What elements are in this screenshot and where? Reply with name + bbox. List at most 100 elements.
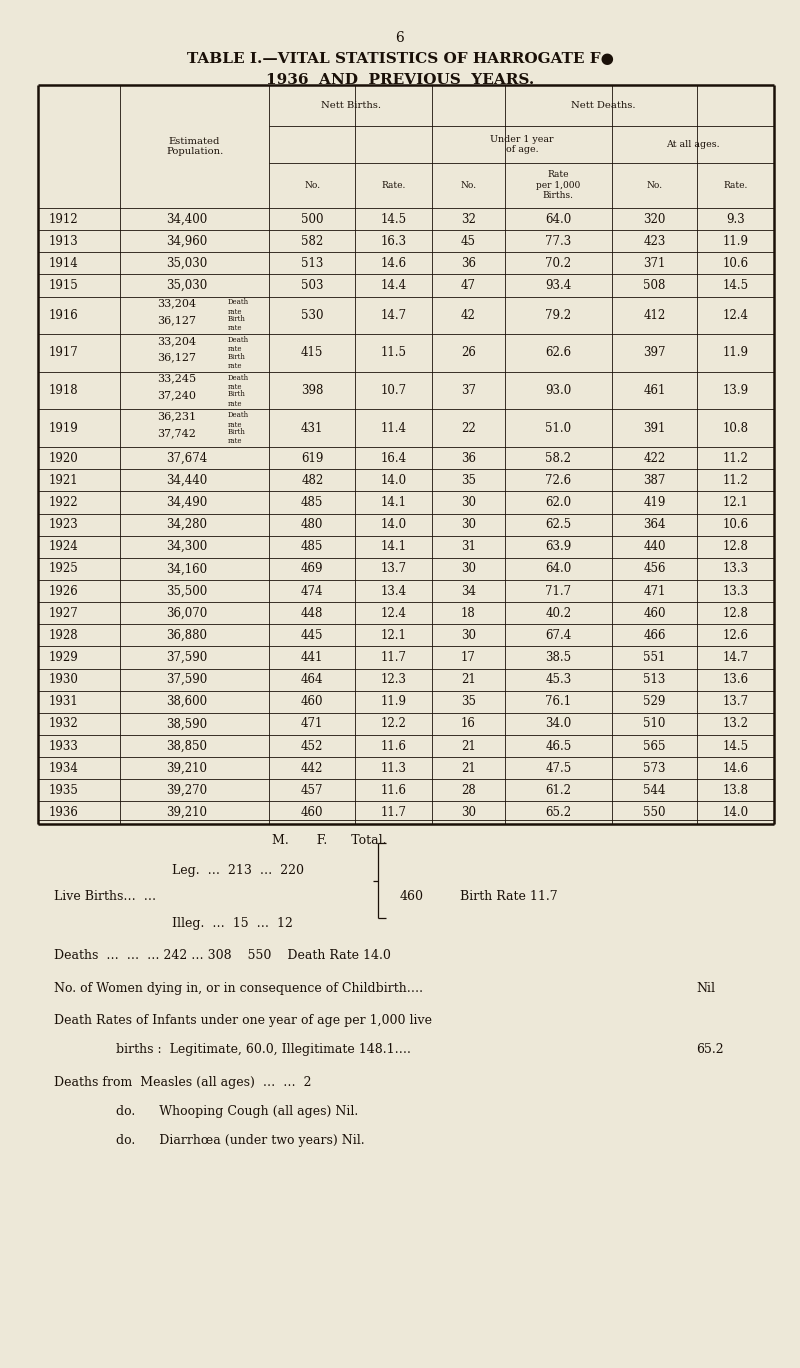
Text: 64.0: 64.0 xyxy=(545,562,571,576)
Text: 14.7: 14.7 xyxy=(381,309,406,321)
Text: No. of Women dying in, or in consequence of Childbirth….: No. of Women dying in, or in consequence… xyxy=(54,982,423,995)
Text: 397: 397 xyxy=(643,346,666,360)
Text: 65.2: 65.2 xyxy=(696,1044,724,1056)
Text: 71.7: 71.7 xyxy=(546,584,571,598)
Text: 440: 440 xyxy=(643,540,666,553)
Text: Birth
rate: Birth rate xyxy=(227,353,246,369)
Text: 12.1: 12.1 xyxy=(381,629,406,642)
Text: 38,850: 38,850 xyxy=(166,740,207,752)
Text: 464: 464 xyxy=(301,673,323,687)
Text: 550: 550 xyxy=(643,806,666,819)
Text: 32: 32 xyxy=(461,212,476,226)
Text: 30: 30 xyxy=(461,629,476,642)
Text: 39,270: 39,270 xyxy=(166,784,208,796)
Text: 513: 513 xyxy=(301,257,323,269)
Text: 11.9: 11.9 xyxy=(723,346,749,360)
Text: 9.3: 9.3 xyxy=(726,212,746,226)
Text: 503: 503 xyxy=(301,279,323,291)
Text: 422: 422 xyxy=(643,451,666,465)
Text: 36,127: 36,127 xyxy=(157,353,196,363)
Text: 6: 6 xyxy=(396,31,404,45)
Text: 320: 320 xyxy=(643,212,666,226)
Text: 1919: 1919 xyxy=(48,421,78,435)
Text: No.: No. xyxy=(460,181,477,190)
Text: 1927: 1927 xyxy=(48,606,78,620)
Text: 38.5: 38.5 xyxy=(546,651,571,663)
Text: 34,490: 34,490 xyxy=(166,497,208,509)
Text: 21: 21 xyxy=(461,673,476,687)
Text: 14.4: 14.4 xyxy=(381,279,406,291)
Text: Live Births…  …: Live Births… … xyxy=(54,891,157,903)
Text: 11.2: 11.2 xyxy=(723,473,749,487)
Text: 12.2: 12.2 xyxy=(381,717,406,731)
Text: 36,070: 36,070 xyxy=(166,606,208,620)
Text: 14.0: 14.0 xyxy=(723,806,749,819)
Text: 1930: 1930 xyxy=(48,673,78,687)
Text: 1931: 1931 xyxy=(48,695,78,709)
Text: 1915: 1915 xyxy=(48,279,78,291)
Text: 419: 419 xyxy=(643,497,666,509)
Text: Deaths from  Measles (all ages)  …  …  2: Deaths from Measles (all ages) … … 2 xyxy=(54,1075,312,1089)
Text: 28: 28 xyxy=(461,784,476,796)
Text: 1934: 1934 xyxy=(48,762,78,774)
Text: 391: 391 xyxy=(643,421,666,435)
Text: Nil: Nil xyxy=(696,982,715,995)
Text: Birth
rate: Birth rate xyxy=(227,390,246,408)
Text: 13.8: 13.8 xyxy=(723,784,749,796)
Text: 474: 474 xyxy=(301,584,323,598)
Text: 441: 441 xyxy=(301,651,323,663)
Text: 17: 17 xyxy=(461,651,476,663)
Text: 70.2: 70.2 xyxy=(546,257,571,269)
Text: 448: 448 xyxy=(301,606,323,620)
Text: Nett Births.: Nett Births. xyxy=(321,101,381,109)
Text: 36,231: 36,231 xyxy=(157,412,196,421)
Text: TABLE I.—VITAL STATISTICS OF HARROGATE F●: TABLE I.—VITAL STATISTICS OF HARROGATE F… xyxy=(186,52,614,66)
Text: 65.2: 65.2 xyxy=(546,806,571,819)
Text: 36,880: 36,880 xyxy=(166,629,207,642)
Text: 35,500: 35,500 xyxy=(166,584,208,598)
Text: 14.7: 14.7 xyxy=(723,651,749,663)
Text: 11.6: 11.6 xyxy=(381,740,406,752)
Text: births :  Legitimate, 60.0, Illegitimate 148.1….: births : Legitimate, 60.0, Illegitimate … xyxy=(116,1044,411,1056)
Text: 30: 30 xyxy=(461,806,476,819)
Text: 62.5: 62.5 xyxy=(546,518,571,531)
Text: 34,160: 34,160 xyxy=(166,562,208,576)
Text: 12.4: 12.4 xyxy=(381,606,406,620)
Text: Birth Rate 11.7: Birth Rate 11.7 xyxy=(460,891,558,903)
Text: 37: 37 xyxy=(461,384,476,397)
Text: 67.4: 67.4 xyxy=(545,629,571,642)
Text: 442: 442 xyxy=(301,762,323,774)
Text: 14.0: 14.0 xyxy=(381,473,406,487)
Text: 480: 480 xyxy=(301,518,323,531)
Text: 37,742: 37,742 xyxy=(157,428,196,438)
Text: 11.4: 11.4 xyxy=(381,421,406,435)
Text: 30: 30 xyxy=(461,562,476,576)
Text: 37,590: 37,590 xyxy=(166,673,208,687)
Text: 471: 471 xyxy=(301,717,323,731)
Text: 13.3: 13.3 xyxy=(723,584,749,598)
Text: Deaths  …  …  … 242 … 308    550    Death Rate 14.0: Deaths … … … 242 … 308 550 Death Rate 14… xyxy=(54,949,391,962)
Text: 13.6: 13.6 xyxy=(723,673,749,687)
Text: 38,590: 38,590 xyxy=(166,717,208,731)
Text: 61.2: 61.2 xyxy=(546,784,571,796)
Text: 13.7: 13.7 xyxy=(381,562,406,576)
Text: 36: 36 xyxy=(461,257,476,269)
Text: 93.4: 93.4 xyxy=(545,279,571,291)
Text: 1924: 1924 xyxy=(48,540,78,553)
Text: 35: 35 xyxy=(461,695,476,709)
Text: 398: 398 xyxy=(301,384,323,397)
Text: 582: 582 xyxy=(301,235,323,248)
Text: 13.3: 13.3 xyxy=(723,562,749,576)
Text: 529: 529 xyxy=(643,695,666,709)
Text: 34,440: 34,440 xyxy=(166,473,208,487)
Text: Death
rate: Death rate xyxy=(227,298,249,316)
Text: 18: 18 xyxy=(461,606,476,620)
Text: Nett Deaths.: Nett Deaths. xyxy=(571,101,635,109)
Text: 1923: 1923 xyxy=(48,518,78,531)
Text: 36,127: 36,127 xyxy=(157,315,196,324)
Text: Death
rate: Death rate xyxy=(227,412,249,428)
Text: 456: 456 xyxy=(643,562,666,576)
Text: 1929: 1929 xyxy=(48,651,78,663)
Text: 11.5: 11.5 xyxy=(381,346,406,360)
Text: 31: 31 xyxy=(461,540,476,553)
